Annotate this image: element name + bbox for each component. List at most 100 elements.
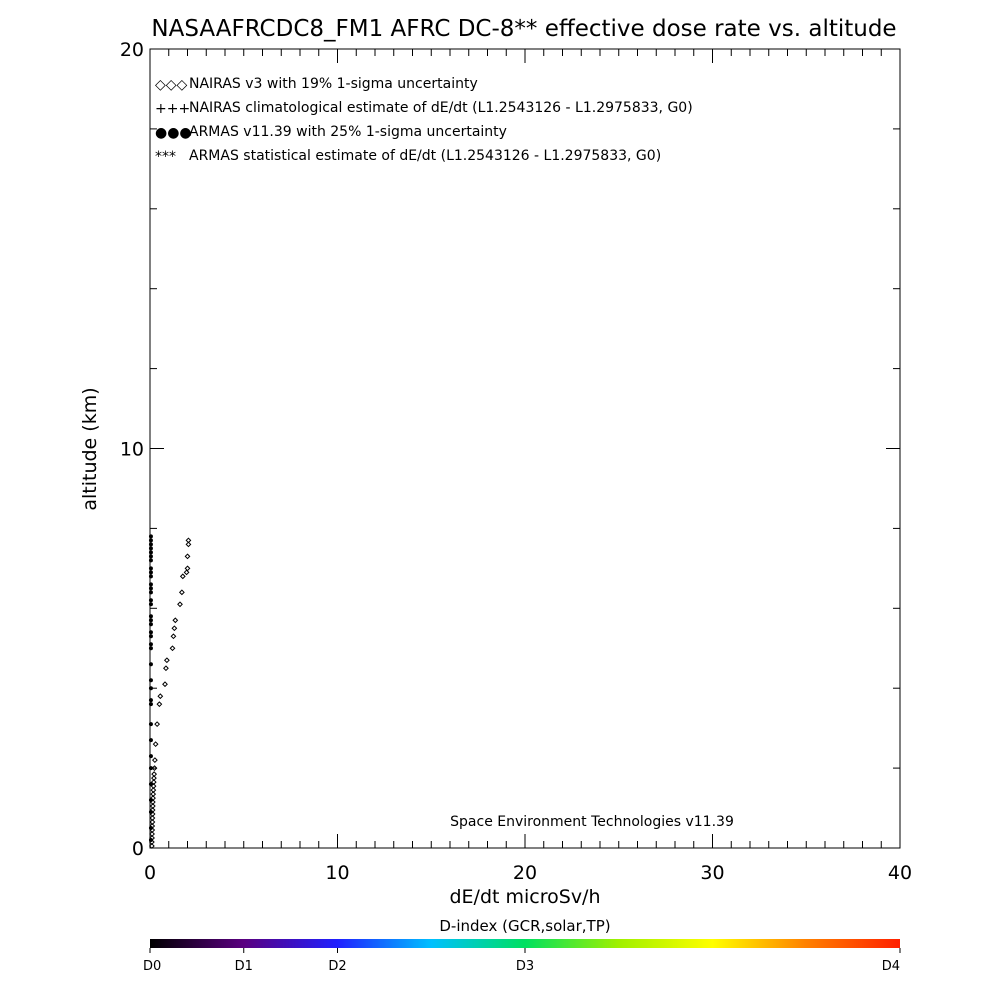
x-tick-label: 10 bbox=[325, 862, 349, 884]
x-axis-label: dE/dt microSv/h bbox=[449, 886, 600, 908]
data-point-diamond bbox=[150, 779, 157, 785]
data-point-diamond bbox=[151, 771, 158, 777]
data-point-diamond bbox=[157, 693, 164, 700]
data-point-diamond bbox=[177, 601, 183, 608]
legend-symbol: ◇◇◇ bbox=[155, 77, 188, 93]
colorbar-tick-label: D1 bbox=[235, 959, 253, 974]
x-tick-label: 40 bbox=[888, 862, 912, 884]
data-point-dot bbox=[148, 838, 153, 843]
data-point-dot bbox=[148, 546, 153, 551]
data-point-dot bbox=[148, 538, 153, 543]
colorbar-title: D-index (GCR,solar,TP) bbox=[439, 917, 610, 935]
data-point-dot bbox=[148, 558, 153, 563]
legend-symbol: +++ bbox=[155, 101, 190, 117]
data-point-diamond bbox=[154, 721, 161, 728]
data-point-dot bbox=[148, 574, 153, 579]
data-point-dot bbox=[148, 646, 153, 651]
data-point-dot bbox=[148, 698, 153, 703]
y-tick-label: 20 bbox=[120, 39, 144, 61]
data-point-diamond bbox=[183, 569, 190, 576]
data-point-dot bbox=[148, 550, 153, 555]
data-point-dot bbox=[148, 702, 153, 707]
data-point-dot bbox=[148, 826, 153, 831]
data-point-dot bbox=[148, 630, 153, 635]
data-points bbox=[148, 534, 192, 849]
colorbar bbox=[150, 939, 900, 948]
data-point-diamond bbox=[172, 617, 179, 624]
axis-tick-labels: 0 10 20 30 40 0 10 20 bbox=[120, 39, 912, 884]
data-point-diamond bbox=[150, 791, 157, 797]
data-point-diamond bbox=[162, 681, 168, 688]
data-point-dot bbox=[148, 798, 153, 803]
data-point-dot bbox=[148, 570, 153, 575]
data-point-diamond bbox=[151, 775, 157, 781]
credit-annotation: Space Environment Technologies v11.39 bbox=[450, 814, 734, 830]
data-point-diamond bbox=[149, 803, 156, 809]
data-point-diamond bbox=[150, 795, 156, 801]
series-1 bbox=[148, 534, 153, 843]
data-point-dot bbox=[148, 534, 153, 539]
legend: ◇◇◇ NAIRAS v3 with 19% 1-sigma uncertaint… bbox=[155, 76, 693, 165]
data-point-dot bbox=[148, 618, 153, 623]
x-tick-label: 0 bbox=[144, 862, 156, 884]
colorbar-ticks: D0 D1 D2 D3 D4 bbox=[143, 948, 901, 974]
data-point-diamond bbox=[149, 815, 156, 821]
data-point-dot bbox=[148, 642, 153, 647]
data-point-dot bbox=[148, 582, 153, 587]
data-point-dot bbox=[148, 662, 153, 667]
series-0 bbox=[148, 537, 192, 849]
data-point-diamond bbox=[148, 843, 155, 849]
legend-label: NAIRAS climatological estimate of dE/dt … bbox=[189, 100, 693, 116]
data-point-diamond bbox=[163, 657, 170, 664]
data-point-dot bbox=[148, 622, 153, 627]
data-point-diamond bbox=[170, 633, 177, 640]
data-point-dot bbox=[148, 738, 153, 743]
data-point-diamond bbox=[184, 553, 191, 560]
data-point-diamond bbox=[156, 701, 163, 708]
data-point-dot bbox=[148, 766, 153, 771]
legend-symbol: *** bbox=[155, 149, 176, 165]
data-point-dot bbox=[148, 542, 153, 547]
colorbar-tick-label: D2 bbox=[328, 959, 346, 974]
chart-title: NASAAFRCDC8_FM1 AFRC DC-8** effective do… bbox=[151, 16, 896, 42]
data-point-diamond bbox=[151, 757, 158, 764]
axis-ticks bbox=[149, 48, 901, 849]
legend-label: ARMAS v11.39 with 25% 1-sigma uncertaint… bbox=[189, 124, 507, 140]
plot-frame bbox=[149, 48, 901, 849]
y-tick-label: 0 bbox=[132, 838, 144, 860]
y-tick-label: 10 bbox=[120, 439, 144, 461]
data-point-dot bbox=[148, 602, 153, 607]
y-axis-label: altitude (km) bbox=[79, 387, 101, 510]
legend-label: NAIRAS v3 with 19% 1-sigma uncertainty bbox=[189, 76, 478, 92]
data-point-dot bbox=[148, 598, 153, 603]
x-tick-label: 30 bbox=[700, 862, 724, 884]
data-point-diamond bbox=[185, 537, 192, 544]
data-point-dot bbox=[148, 810, 153, 815]
data-point-diamond bbox=[149, 831, 155, 837]
data-point-dot bbox=[148, 586, 153, 591]
colorbar-tick-label: D0 bbox=[143, 959, 161, 974]
data-point-dot bbox=[148, 722, 153, 727]
x-tick-label: 20 bbox=[513, 862, 537, 884]
data-point-dot bbox=[148, 634, 153, 639]
data-point-dot bbox=[148, 614, 153, 619]
data-point-dot bbox=[148, 754, 153, 759]
data-point-diamond bbox=[152, 741, 159, 748]
data-point-diamond bbox=[151, 765, 158, 772]
data-point-dot bbox=[148, 782, 153, 787]
data-point-diamond bbox=[149, 819, 156, 825]
data-point-diamond bbox=[178, 589, 185, 596]
data-point-dot bbox=[148, 590, 153, 595]
data-point-diamond bbox=[171, 625, 178, 632]
data-point-dot bbox=[148, 554, 153, 559]
data-point-diamond bbox=[150, 787, 157, 793]
legend-label: ARMAS statistical estimate of dE/dt (L1.… bbox=[189, 148, 661, 164]
data-point-dot bbox=[148, 566, 153, 571]
colorbar-tick-label: D4 bbox=[882, 959, 900, 974]
data-point-diamond bbox=[185, 541, 192, 548]
colorbar-tick-label: D3 bbox=[516, 959, 534, 974]
data-point-diamond bbox=[184, 565, 191, 572]
data-point-diamond bbox=[169, 645, 176, 652]
data-point-diamond bbox=[179, 573, 186, 580]
